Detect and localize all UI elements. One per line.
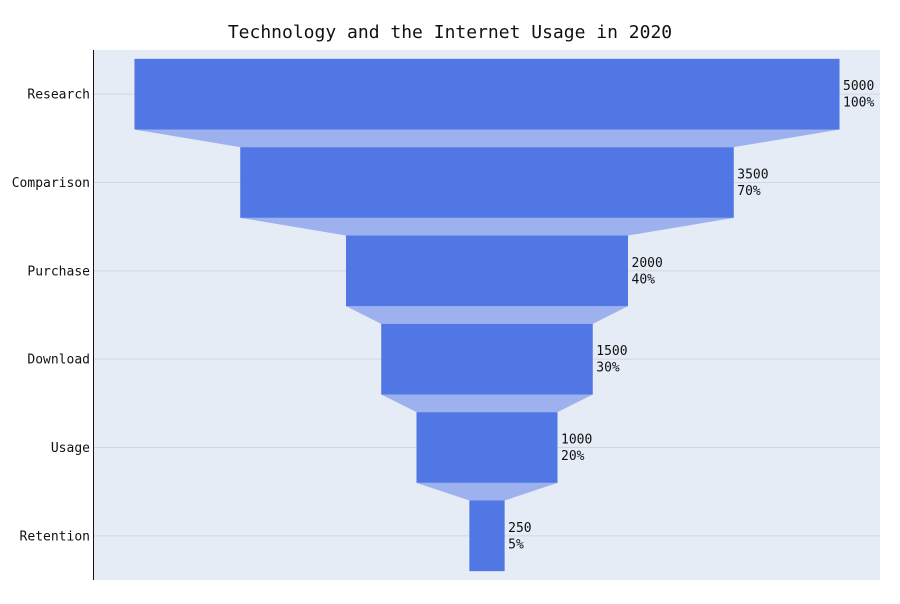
- y-tick-label-purchase: Purchase: [27, 264, 90, 279]
- y-tick-label-research: Research: [27, 88, 90, 103]
- bar-research: [134, 58, 840, 130]
- percent-label-download: 30%: [596, 361, 620, 376]
- connector-research: [134, 129, 840, 148]
- value-label-purchase: 2000: [632, 256, 663, 271]
- connector-comparison: [240, 217, 734, 236]
- percent-label-purchase: 40%: [632, 272, 656, 287]
- percent-label-research: 100%: [843, 96, 874, 111]
- bar-comparison: [240, 147, 734, 218]
- connector-download: [381, 394, 593, 413]
- funnel-bars: [134, 58, 840, 572]
- percent-label-usage: 20%: [561, 449, 585, 464]
- funnel-connectors: [134, 129, 840, 501]
- value-label-retention: 250: [508, 521, 531, 536]
- y-tick-label-retention: Retention: [20, 529, 90, 544]
- percent-label-retention: 5%: [508, 537, 524, 552]
- bar-retention: [469, 500, 505, 572]
- y-axis-tick-labels: Research Comparison Purchase Download Usage R…: [12, 88, 90, 545]
- bar-download: [381, 323, 593, 395]
- y-tick-label-usage: Usage: [51, 441, 90, 456]
- value-label-research: 5000: [843, 79, 874, 94]
- chart-title: Technology and the Internet Usage in 202…: [228, 22, 672, 43]
- value-label-usage: 1000: [561, 433, 592, 448]
- bar-purchase: [345, 235, 629, 307]
- value-label-comparison: 3500: [737, 168, 768, 183]
- percent-label-comparison: 70%: [737, 184, 761, 199]
- value-label-download: 1500: [596, 344, 627, 359]
- y-tick-label-download: Download: [27, 353, 90, 368]
- bar-usage: [416, 412, 558, 483]
- y-tick-label-comparison: Comparison: [12, 176, 90, 191]
- connector-purchase: [345, 306, 629, 324]
- connector-usage: [416, 482, 558, 501]
